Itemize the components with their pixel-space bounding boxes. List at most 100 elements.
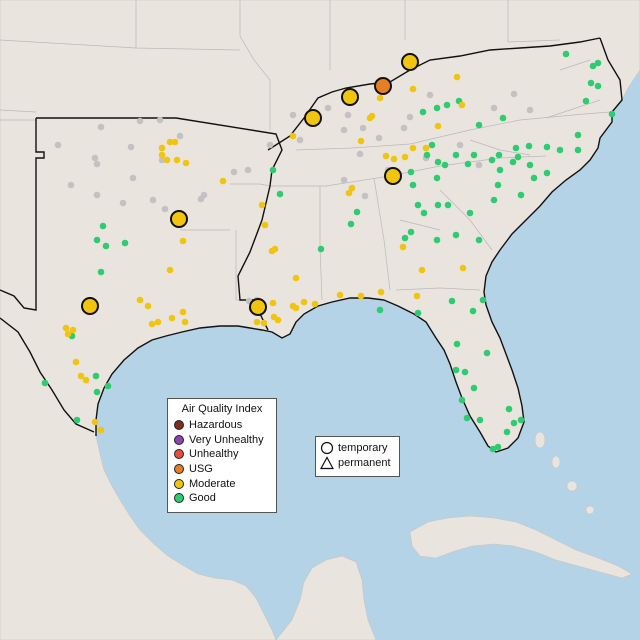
good-sensor-marker[interactable] (525, 142, 533, 150)
temporary-monitor-marker[interactable] (304, 109, 322, 127)
moderate-sensor-marker[interactable] (158, 151, 166, 159)
unmonitored-sensor-marker[interactable] (119, 199, 127, 207)
unmonitored-sensor-marker[interactable] (129, 174, 137, 182)
moderate-sensor-marker[interactable] (459, 264, 467, 272)
good-sensor-marker[interactable] (458, 396, 466, 404)
good-sensor-marker[interactable] (97, 268, 105, 276)
unmonitored-sensor-marker[interactable] (475, 161, 483, 169)
good-sensor-marker[interactable] (489, 445, 497, 453)
good-sensor-marker[interactable] (476, 416, 484, 424)
unmonitored-sensor-marker[interactable] (230, 168, 238, 176)
moderate-sensor-marker[interactable] (453, 73, 461, 81)
moderate-sensor-marker[interactable] (219, 177, 227, 185)
moderate-sensor-marker[interactable] (258, 201, 266, 209)
moderate-sensor-marker[interactable] (253, 318, 261, 326)
good-sensor-marker[interactable] (347, 220, 355, 228)
good-sensor-marker[interactable] (407, 168, 415, 176)
moderate-sensor-marker[interactable] (413, 292, 421, 300)
moderate-sensor-marker[interactable] (401, 153, 409, 161)
unmonitored-sensor-marker[interactable] (400, 124, 408, 132)
moderate-sensor-marker[interactable] (434, 122, 442, 130)
moderate-sensor-marker[interactable] (368, 112, 376, 120)
moderate-sensor-marker[interactable] (269, 299, 277, 307)
unmonitored-sensor-marker[interactable] (158, 156, 166, 164)
good-sensor-marker[interactable] (414, 309, 422, 317)
moderate-sensor-marker[interactable] (357, 137, 365, 145)
good-sensor-marker[interactable] (594, 82, 602, 90)
good-sensor-marker[interactable] (608, 110, 616, 118)
good-sensor-marker[interactable] (562, 50, 570, 58)
unmonitored-sensor-marker[interactable] (456, 141, 464, 149)
good-sensor-marker[interactable] (452, 231, 460, 239)
moderate-sensor-marker[interactable] (418, 266, 426, 274)
unmonitored-sensor-marker[interactable] (289, 111, 297, 119)
good-sensor-marker[interactable] (499, 114, 507, 122)
good-sensor-marker[interactable] (453, 340, 461, 348)
good-sensor-marker[interactable] (574, 146, 582, 154)
unmonitored-sensor-marker[interactable] (149, 196, 157, 204)
moderate-sensor-marker[interactable] (163, 156, 171, 164)
unmonitored-sensor-marker[interactable] (176, 132, 184, 140)
good-sensor-marker[interactable] (433, 174, 441, 182)
moderate-sensor-marker[interactable] (300, 298, 308, 306)
good-sensor-marker[interactable] (428, 141, 436, 149)
moderate-sensor-marker[interactable] (382, 152, 390, 160)
unmonitored-sensor-marker[interactable] (136, 117, 144, 125)
moderate-sensor-marker[interactable] (458, 101, 466, 109)
unmonitored-sensor-marker[interactable] (340, 176, 348, 184)
good-sensor-marker[interactable] (433, 104, 441, 112)
unmonitored-sensor-marker[interactable] (526, 106, 534, 114)
unmonitored-sensor-marker[interactable] (54, 141, 62, 149)
moderate-sensor-marker[interactable] (336, 291, 344, 299)
unmonitored-sensor-marker[interactable] (266, 141, 274, 149)
moderate-sensor-marker[interactable] (260, 319, 268, 327)
good-sensor-marker[interactable] (517, 416, 525, 424)
moderate-sensor-marker[interactable] (289, 132, 297, 140)
moderate-sensor-marker[interactable] (148, 320, 156, 328)
unmonitored-sensor-marker[interactable] (161, 205, 169, 213)
good-sensor-marker[interactable] (587, 79, 595, 87)
moderate-sensor-marker[interactable] (136, 296, 144, 304)
moderate-sensor-marker[interactable] (179, 308, 187, 316)
moderate-sensor-marker[interactable] (409, 144, 417, 152)
good-sensor-marker[interactable] (414, 201, 422, 209)
moderate-sensor-marker[interactable] (376, 94, 384, 102)
good-sensor-marker[interactable] (475, 121, 483, 129)
good-sensor-marker[interactable] (92, 372, 100, 380)
temporary-monitor-marker[interactable] (249, 298, 267, 316)
moderate-sensor-marker[interactable] (62, 324, 70, 332)
good-sensor-marker[interactable] (464, 160, 472, 168)
moderate-sensor-marker[interactable] (77, 372, 85, 380)
good-sensor-marker[interactable] (93, 388, 101, 396)
unmonitored-sensor-marker[interactable] (296, 136, 304, 144)
unmonitored-sensor-marker[interactable] (93, 160, 101, 168)
temporary-monitors[interactable] (81, 53, 419, 316)
moderate-sensor-marker[interactable] (144, 302, 152, 310)
unmonitored-sensor-marker[interactable] (340, 126, 348, 134)
good-sensor-marker[interactable] (452, 151, 460, 159)
good-sensor-marker[interactable] (514, 153, 522, 161)
moderate-sensor-marker[interactable] (390, 155, 398, 163)
unmonitored-sensor-marker[interactable] (359, 124, 367, 132)
unmonitored-sensor-marker[interactable] (406, 113, 414, 121)
moderate-sensor-marker[interactable] (168, 314, 176, 322)
good-sensor-marker[interactable] (419, 108, 427, 116)
good-sensor-marker[interactable] (495, 151, 503, 159)
good-sensor-marker[interactable] (433, 236, 441, 244)
moderate-sensors[interactable] (62, 73, 467, 434)
good-sensor-marker[interactable] (512, 144, 520, 152)
good-sensor-marker[interactable] (93, 236, 101, 244)
moderate-sensor-marker[interactable] (154, 318, 162, 326)
good-sensor-marker[interactable] (517, 191, 525, 199)
unmonitored-sensor-marker[interactable] (324, 104, 332, 112)
good-sensor-marker[interactable] (434, 201, 442, 209)
good-sensor-marker[interactable] (409, 181, 417, 189)
good-sensor-marker[interactable] (102, 242, 110, 250)
good-sensor-marker[interactable] (496, 166, 504, 174)
good-sensor-marker[interactable] (269, 166, 277, 174)
good-sensor-marker[interactable] (483, 349, 491, 357)
good-sensor-marker[interactable] (423, 151, 431, 159)
good-sensor-marker[interactable] (510, 419, 518, 427)
good-sensor-marker[interactable] (276, 190, 284, 198)
